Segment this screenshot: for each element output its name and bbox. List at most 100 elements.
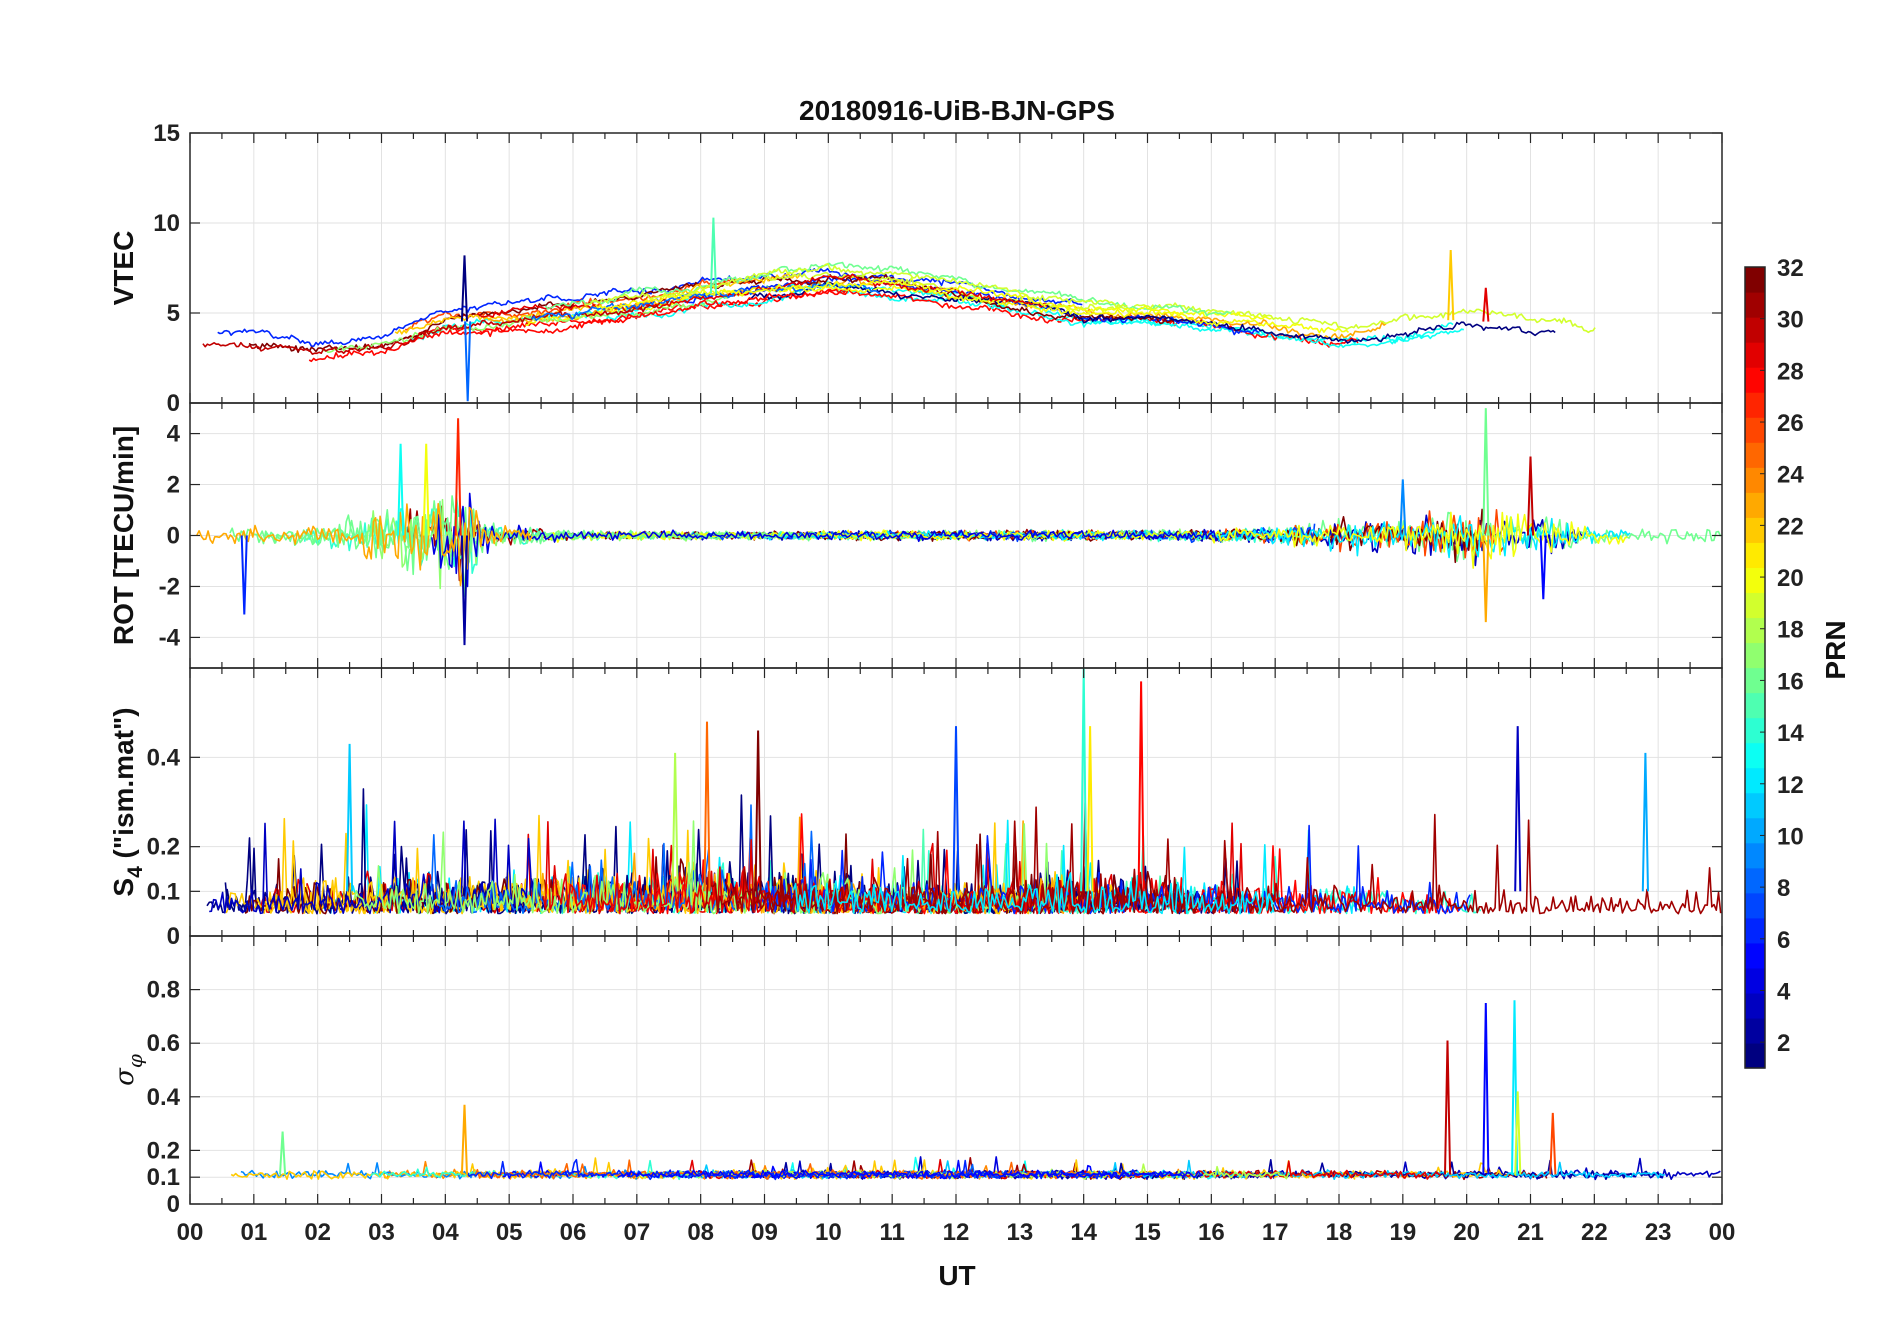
colorbar-segment [1745, 367, 1765, 393]
colorbar-tick-label: 2 [1777, 1030, 1790, 1057]
colorbar-tick-label: 22 [1777, 513, 1804, 540]
series-prn-28 [308, 288, 849, 363]
y-tick-label: 5 [167, 300, 180, 327]
peak-mark [346, 743, 354, 892]
peak-mark [460, 535, 468, 646]
series-prn-20 [594, 279, 1350, 334]
colorbar-tick-label: 12 [1777, 772, 1804, 799]
colorbar-segment [1745, 767, 1765, 794]
colorbar-segment [1745, 667, 1765, 694]
series-group-sigphi [230, 1000, 1721, 1181]
colorbar-tick-label: 10 [1777, 823, 1804, 850]
panel-sigphi: 00.10.2 0.4 0.6 0.8 σφ [110, 935, 1723, 1218]
y-tick-label: 0 [167, 923, 180, 950]
colorbar-tick-label: 26 [1777, 410, 1804, 437]
y-tick-label: 2 [167, 472, 180, 499]
series-prn-6 [217, 267, 1083, 348]
colorbar-label: PRN [1820, 620, 1851, 679]
colorbar-segment [1745, 842, 1765, 869]
series-group-vtec [202, 217, 1596, 402]
colorbar-segment [1745, 642, 1765, 669]
peak-mark [1399, 479, 1407, 536]
colorbar-frame [1744, 266, 1766, 1069]
peak-mark [1526, 456, 1535, 536]
colorbar-segment [1745, 1017, 1765, 1044]
peak-mark [1514, 1091, 1522, 1175]
x-tick-label: 10 [815, 1219, 842, 1246]
colorbar-tick-label: 16 [1777, 668, 1804, 695]
series-prn-19 [584, 262, 1128, 308]
peak-mark [1482, 287, 1490, 322]
peak-mark [754, 730, 762, 892]
colorbar-segment [1745, 917, 1765, 944]
series-prn-13 [605, 280, 1465, 349]
x-tick-label: 23 [1645, 1219, 1672, 1246]
colorbar-tick-label: 28 [1777, 358, 1804, 385]
y-tick-label: 0.1 [147, 1164, 180, 1191]
y-tick-label: 0.1 [147, 878, 180, 905]
colorbar-segment [1745, 442, 1765, 468]
x-tick-label: 13 [1006, 1219, 1033, 1246]
x-tick-label: 03 [368, 1219, 395, 1246]
series-prn-23 [196, 502, 533, 587]
series-prn-12 [792, 843, 1275, 915]
peak-mark [709, 217, 717, 294]
peak-mark [952, 726, 960, 892]
peak-mark [1086, 726, 1094, 892]
colorbar-segment [1745, 967, 1765, 994]
y-tick-label: 15 [153, 120, 180, 147]
x-tick-label: 19 [1389, 1219, 1416, 1246]
colorbar-tick-label: 4 [1777, 978, 1791, 1005]
y-tick-label: -4 [159, 624, 181, 651]
colorbar-tick-label: 8 [1777, 875, 1790, 902]
x-tick-label: 17 [1262, 1219, 1289, 1246]
colorbar-segment [1745, 342, 1765, 368]
colorbar-segment [1745, 1042, 1765, 1069]
peak-mark [279, 1131, 287, 1175]
peak-mark [671, 752, 679, 892]
peak-mark [1482, 1002, 1490, 1175]
colorbar-segment [1745, 817, 1765, 844]
colorbar-segment [1745, 417, 1765, 443]
x-tick-label: 21 [1517, 1219, 1544, 1246]
x-tick-label: 00 [177, 1219, 204, 1246]
peak-mark [1482, 535, 1490, 623]
y-axis-label: VTEC [108, 231, 139, 306]
colorbar-tick-label: 6 [1777, 927, 1790, 954]
peak-mark [1080, 668, 1088, 892]
x-tick-label: 08 [687, 1219, 714, 1246]
x-tick-labels: 00 01 02 03 04 05 06 07 08 09 10 11 12 13 14 15 16 17 18 19… [177, 1219, 1736, 1246]
peak-mark [454, 418, 462, 536]
series-prn-1 [748, 281, 1556, 344]
colorbar-segment [1745, 692, 1765, 719]
series-group-s4 [206, 668, 1722, 915]
x-tick-label: 15 [1134, 1219, 1161, 1246]
colorbar-segment [1745, 317, 1765, 343]
series-prn-28 [403, 288, 1359, 348]
chart-title: 20180916-UiB-BJN-GPS [799, 95, 1115, 126]
x-tick-label: 02 [304, 1219, 331, 1246]
x-axis-label: UT [938, 1260, 975, 1291]
x-tick-label: 07 [623, 1219, 650, 1246]
series-prn-30 [202, 298, 671, 355]
x-tick-label: 18 [1326, 1219, 1353, 1246]
series-prn-4 [431, 492, 1219, 588]
y-tick-label: 0.6 [147, 1030, 180, 1057]
grid-vtec [189, 132, 1723, 404]
x-tick-label: 00 [1709, 1219, 1736, 1246]
peak-mark [1444, 1040, 1452, 1175]
colorbar-segment [1745, 992, 1765, 1019]
series-prn-5 [617, 1169, 1204, 1180]
x-tick-label: 01 [240, 1219, 267, 1246]
series-prn-16 [544, 261, 1232, 317]
colorbar-segment [1745, 717, 1765, 744]
x-tick-label: 20 [1453, 1219, 1480, 1246]
peak-mark [1549, 1112, 1557, 1175]
colorbar-tick-label: 14 [1777, 720, 1804, 747]
y-axis-label: σφ [110, 1054, 147, 1086]
peak-mark [240, 535, 248, 615]
x-tick-label: 06 [560, 1219, 587, 1246]
colorbar-segment [1745, 617, 1765, 644]
